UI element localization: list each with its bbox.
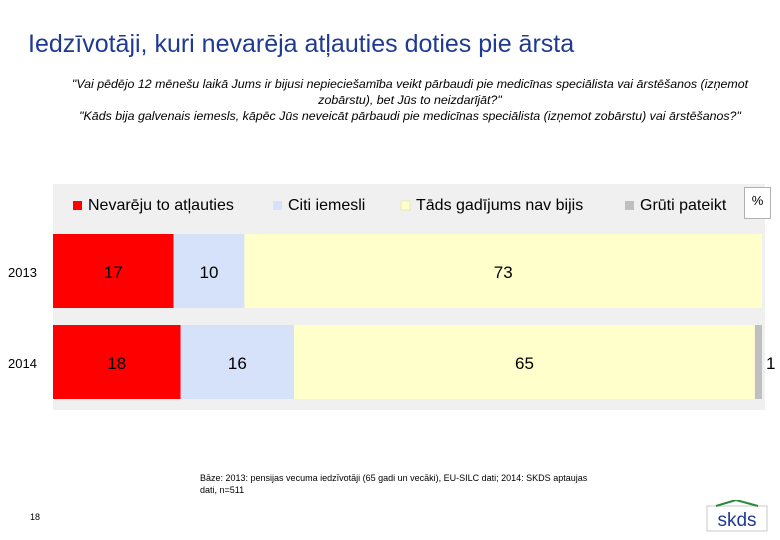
category-label-2014: 2014: [8, 356, 37, 371]
page-title: Iedzīvotāji, kuri nevarēja atļauties dot…: [28, 30, 575, 58]
legend-label-citi-iemesli: Citi iemesli: [288, 197, 365, 214]
legend-swatch-nevareju-to-atlauties: [73, 201, 82, 210]
bar-2014-tads-gadijums-nav-bijis: [294, 325, 755, 399]
data-label-2013-tads-gadijums-nav-bijis: 73: [494, 263, 513, 282]
data-label-2013-nevareju-to-atlauties: 17: [104, 263, 123, 282]
legend-label-tads-gadijums-nav-bijis: Tāds gadījums nav bijis: [416, 197, 583, 214]
skds-logo: skds: [706, 500, 768, 532]
logo-text: skds: [717, 510, 756, 531]
bar-2014-gruti-pateikt: [754, 325, 762, 399]
question-line-1: "Vai pēdējo 12 mēnešu laikā Jums ir biju…: [71, 77, 749, 107]
bar-2014-citi-iemesli: [180, 325, 295, 399]
bar-2013-tads-gadijums-nav-bijis: [244, 234, 762, 308]
question-line-2: "Kāds bija galvenais iemesls, kāpēc Jūs …: [79, 109, 741, 123]
data-label-2014-citi-iemesli: 16: [228, 354, 247, 373]
data-label-2014-gruti-pateikt: 1: [766, 354, 775, 373]
legend-label-gruti-pateikt: Grūti pateikt: [640, 197, 727, 214]
bar-2013-nevareju-to-atlauties: [53, 234, 174, 308]
page-number: 18: [30, 512, 41, 522]
legend-swatch-gruti-pateikt: [625, 201, 634, 210]
survey-question: "Vai pēdējo 12 mēnešu laikā Jums ir biju…: [60, 76, 760, 124]
data-label-2014-tads-gadijums-nav-bijis: 65: [515, 354, 534, 373]
data-label-2014-nevareju-to-atlauties: 18: [107, 354, 126, 373]
percent-unit-box: %: [744, 187, 771, 219]
legend-label-nevareju-to-atlauties: Nevarēju to atļauties: [88, 197, 234, 214]
bar-2013-citi-iemesli: [173, 234, 245, 308]
legend-swatch-citi-iemesli: [273, 201, 282, 210]
category-label-2013: 2013: [8, 265, 37, 280]
bar-2014-nevareju-to-atlauties: [53, 325, 181, 399]
base-note: Bāze: 2013: pensijas vecuma iedzīvotāji …: [200, 473, 588, 495]
data-label-2013-citi-iemesli: 10: [200, 263, 219, 282]
legend-swatch-tads-gadijums-nav-bijis: [400, 200, 411, 211]
